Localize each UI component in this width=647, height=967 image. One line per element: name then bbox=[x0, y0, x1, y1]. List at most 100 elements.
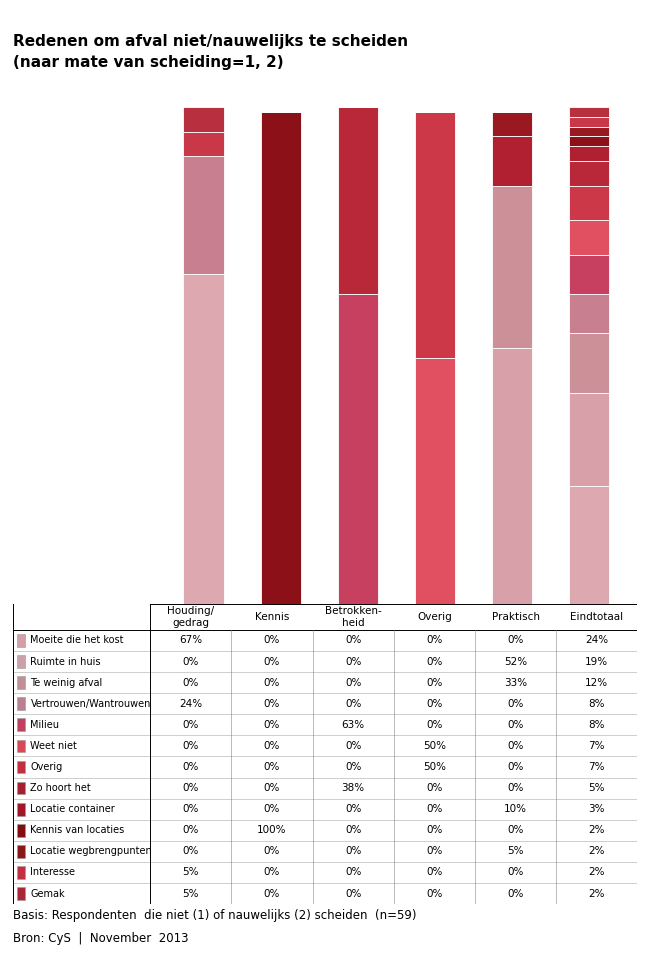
Text: 0%: 0% bbox=[426, 805, 443, 814]
Bar bbox=[569, 334, 609, 393]
Text: Betrokken-
heid: Betrokken- heid bbox=[325, 606, 382, 628]
Text: 0%: 0% bbox=[507, 762, 523, 772]
Bar bbox=[184, 156, 224, 275]
Bar bbox=[184, 132, 224, 156]
Text: Zo hoort het: Zo hoort het bbox=[30, 783, 91, 793]
Text: Bron: CyS  |  November  2013: Bron: CyS | November 2013 bbox=[13, 932, 188, 945]
Text: 0%: 0% bbox=[426, 635, 443, 645]
Text: 7%: 7% bbox=[589, 762, 605, 772]
Text: 0%: 0% bbox=[345, 699, 362, 709]
FancyBboxPatch shape bbox=[17, 845, 25, 858]
FancyBboxPatch shape bbox=[17, 656, 25, 668]
FancyBboxPatch shape bbox=[17, 740, 25, 752]
FancyBboxPatch shape bbox=[17, 781, 25, 795]
Bar bbox=[569, 486, 609, 604]
Bar bbox=[569, 393, 609, 486]
Bar bbox=[338, 294, 378, 604]
Text: Gemak: Gemak bbox=[30, 889, 65, 898]
Text: 7%: 7% bbox=[589, 741, 605, 751]
FancyBboxPatch shape bbox=[17, 866, 25, 879]
FancyBboxPatch shape bbox=[17, 803, 25, 815]
Text: 8%: 8% bbox=[589, 699, 605, 709]
Text: 0%: 0% bbox=[507, 741, 523, 751]
Bar bbox=[569, 146, 609, 161]
Text: 0%: 0% bbox=[345, 741, 362, 751]
Text: 0%: 0% bbox=[507, 825, 523, 835]
Text: 0%: 0% bbox=[507, 699, 523, 709]
Text: 2%: 2% bbox=[589, 846, 605, 857]
Text: Locatie wegbrengpunten: Locatie wegbrengpunten bbox=[30, 846, 152, 857]
FancyBboxPatch shape bbox=[17, 761, 25, 774]
Bar bbox=[569, 127, 609, 136]
Text: Overig: Overig bbox=[30, 762, 63, 772]
Text: 0%: 0% bbox=[345, 825, 362, 835]
Text: Ruimte in huis: Ruimte in huis bbox=[30, 657, 101, 666]
Text: 0%: 0% bbox=[345, 762, 362, 772]
Text: 0%: 0% bbox=[507, 867, 523, 877]
Bar bbox=[569, 117, 609, 127]
Text: 0%: 0% bbox=[507, 635, 523, 645]
Bar bbox=[492, 186, 532, 348]
Bar bbox=[184, 275, 224, 604]
Text: 0%: 0% bbox=[345, 635, 362, 645]
Text: 0%: 0% bbox=[345, 805, 362, 814]
Text: 0%: 0% bbox=[426, 825, 443, 835]
Text: 2%: 2% bbox=[589, 825, 605, 835]
Text: 0%: 0% bbox=[426, 678, 443, 688]
Text: 5%: 5% bbox=[182, 889, 199, 898]
Text: 38%: 38% bbox=[342, 783, 365, 793]
Text: 5%: 5% bbox=[182, 867, 199, 877]
Text: 5%: 5% bbox=[589, 783, 605, 793]
Text: 0%: 0% bbox=[264, 719, 280, 730]
Text: 24%: 24% bbox=[585, 635, 608, 645]
Bar bbox=[261, 112, 301, 604]
Text: 0%: 0% bbox=[507, 719, 523, 730]
Text: Basis: Respondenten  die niet (1) of nauwelijks (2) scheiden  (n=59): Basis: Respondenten die niet (1) of nauw… bbox=[13, 909, 417, 922]
Text: Redenen om afval niet/nauwelijks te scheiden: Redenen om afval niet/nauwelijks te sche… bbox=[13, 34, 408, 49]
Text: 0%: 0% bbox=[426, 657, 443, 666]
Bar bbox=[569, 220, 609, 254]
Text: Overig: Overig bbox=[417, 612, 452, 622]
Text: 0%: 0% bbox=[426, 699, 443, 709]
Text: Praktisch: Praktisch bbox=[492, 612, 540, 622]
Text: Vertrouwen/Wantrouwen: Vertrouwen/Wantrouwen bbox=[30, 699, 151, 709]
Bar bbox=[492, 136, 532, 186]
Text: 0%: 0% bbox=[264, 867, 280, 877]
Text: 0%: 0% bbox=[182, 657, 199, 666]
Text: 0%: 0% bbox=[264, 678, 280, 688]
Text: 12%: 12% bbox=[585, 678, 608, 688]
Text: 0%: 0% bbox=[264, 889, 280, 898]
FancyBboxPatch shape bbox=[17, 697, 25, 710]
Text: 0%: 0% bbox=[182, 783, 199, 793]
Text: 0%: 0% bbox=[182, 719, 199, 730]
Text: 0%: 0% bbox=[426, 783, 443, 793]
Text: 2%: 2% bbox=[589, 867, 605, 877]
Text: 0%: 0% bbox=[345, 657, 362, 666]
Text: 0%: 0% bbox=[182, 805, 199, 814]
Bar bbox=[492, 348, 532, 604]
Text: Kennis van locaties: Kennis van locaties bbox=[30, 825, 125, 835]
Bar bbox=[415, 112, 455, 358]
Bar bbox=[569, 107, 609, 117]
Text: 0%: 0% bbox=[426, 846, 443, 857]
Text: 100%: 100% bbox=[258, 825, 287, 835]
Text: 0%: 0% bbox=[264, 657, 280, 666]
Text: 0%: 0% bbox=[426, 719, 443, 730]
Text: 19%: 19% bbox=[585, 657, 608, 666]
Text: Locatie container: Locatie container bbox=[30, 805, 115, 814]
Text: 0%: 0% bbox=[507, 889, 523, 898]
Text: 0%: 0% bbox=[345, 678, 362, 688]
Text: 0%: 0% bbox=[182, 762, 199, 772]
Bar bbox=[184, 107, 224, 132]
Text: 0%: 0% bbox=[345, 867, 362, 877]
Text: 0%: 0% bbox=[264, 699, 280, 709]
Text: 0%: 0% bbox=[426, 889, 443, 898]
Text: Te weinig afval: Te weinig afval bbox=[30, 678, 103, 688]
Text: 63%: 63% bbox=[342, 719, 365, 730]
Bar bbox=[569, 294, 609, 334]
Text: 0%: 0% bbox=[264, 762, 280, 772]
Text: 5%: 5% bbox=[507, 846, 524, 857]
Text: 0%: 0% bbox=[345, 889, 362, 898]
Text: Eindtotaal: Eindtotaal bbox=[570, 612, 623, 622]
Text: Interesse: Interesse bbox=[30, 867, 76, 877]
